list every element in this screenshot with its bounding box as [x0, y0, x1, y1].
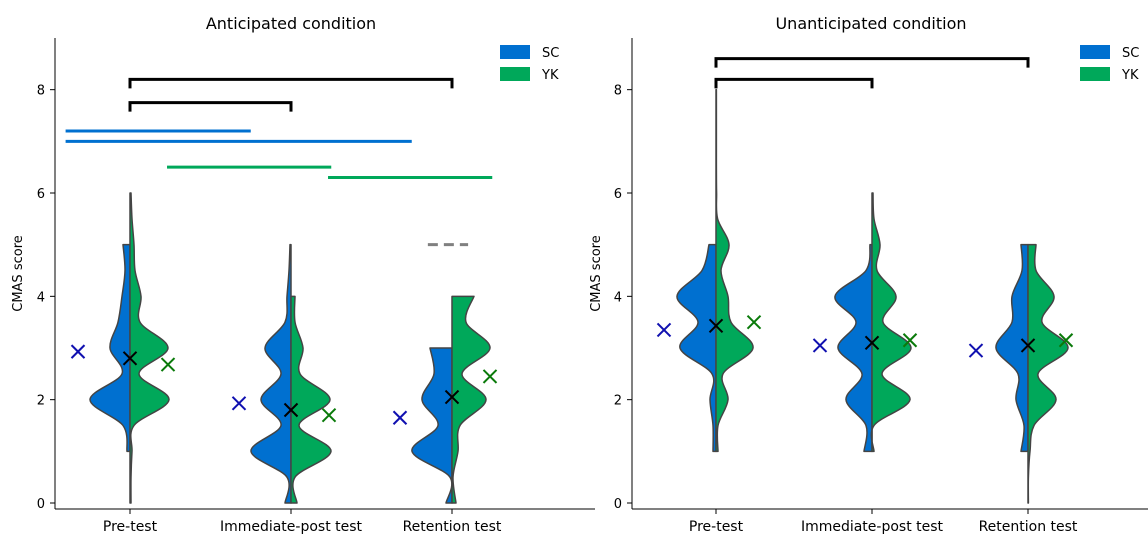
mean-marker-sc: [231, 396, 247, 411]
violin-sc-2: [995, 243, 1029, 453]
y-tick-label: 6: [614, 187, 622, 202]
mean-marker-overall: [864, 335, 880, 351]
y-tick-label: 0: [37, 497, 45, 512]
cross-stroke: [444, 389, 460, 405]
violin-yk-0: [715, 88, 754, 453]
y-tick-label: 2: [37, 394, 45, 409]
x-tick-label: Pre-test: [103, 519, 158, 534]
cross-stroke: [864, 335, 880, 351]
chart-title: Unanticipated condition: [775, 14, 966, 33]
cross-stroke: [160, 357, 176, 372]
x-tick-label: Immediate-post test: [801, 519, 944, 534]
legend-label-sc: SC: [1122, 46, 1139, 61]
x-tick-label: Retention test: [403, 519, 502, 534]
mean-marker-overall: [1020, 338, 1036, 353]
mean-marker-yk: [902, 333, 918, 348]
significance-bracket: [128, 101, 293, 112]
mean-marker-overall: [283, 402, 299, 418]
y-tick-label: 8: [37, 84, 45, 99]
mean-marker-overall: [708, 318, 724, 333]
cross-stroke: [968, 343, 984, 358]
cross-stroke: [392, 410, 408, 425]
mean-marker-sc: [968, 343, 984, 358]
x-tick-label: Retention test: [979, 519, 1078, 534]
cross-stroke: [902, 333, 918, 348]
mean-marker-overall: [122, 351, 138, 366]
legend-swatch-yk: [500, 67, 530, 81]
y-tick-label: 2: [614, 394, 622, 409]
y-tick-label: 4: [614, 290, 622, 305]
cross-stroke: [231, 396, 247, 411]
x-tick-label: Immediate-post test: [220, 519, 363, 534]
cross-stroke: [283, 402, 299, 418]
legend-swatch-sc: [1080, 45, 1110, 59]
panel-unanticipated: Unanticipated condition 0 2 4 6 8 CMAS score Pr…: [589, 14, 1148, 534]
significance-bracket: [714, 57, 1030, 68]
legend-label-yk: YK: [1121, 68, 1139, 83]
y-tick-label: 0: [614, 497, 622, 512]
mean-marker-yk: [321, 407, 337, 423]
violin-yk-0: [129, 192, 170, 504]
cross-stroke: [656, 322, 672, 338]
mean-marker-sc: [70, 344, 86, 359]
legend-swatch-sc: [500, 45, 530, 59]
cross-stroke: [812, 338, 828, 353]
violin-sc-0: [89, 243, 131, 453]
y-axis-label: CMAS score: [11, 235, 26, 312]
legend-label-sc: SC: [542, 46, 559, 61]
violin-yk-2: [1027, 243, 1069, 504]
y-tick-label: 6: [37, 187, 45, 202]
mean-marker-yk: [482, 369, 498, 384]
x-tick-label: Pre-test: [689, 519, 744, 534]
violin-sc-0: [676, 243, 717, 453]
cross-stroke: [1058, 333, 1074, 348]
legend-swatch-yk: [1080, 67, 1110, 81]
mean-marker-yk: [746, 314, 762, 330]
mean-marker-sc: [812, 338, 828, 353]
significance-bracket: [128, 77, 454, 89]
significance-bracket: [714, 77, 874, 89]
legend-label-yk: YK: [541, 68, 559, 83]
violin-sc-1: [834, 243, 873, 453]
cross-stroke: [482, 369, 498, 384]
violin-sc-1: [250, 243, 292, 504]
cross-stroke: [708, 318, 724, 333]
violin-yk-2: [451, 295, 491, 504]
panel-anticipated: Anticipated condition 0 2 4 6 8 CMAS score Pre-…: [11, 14, 595, 534]
mean-marker-overall: [444, 389, 460, 405]
cross-stroke: [746, 314, 762, 330]
y-axis-label: CMAS score: [589, 235, 604, 312]
y-tick-label: 4: [37, 290, 45, 305]
violin-yk-1: [870, 192, 912, 453]
violin-yk-1: [290, 295, 332, 504]
mean-marker-yk: [1058, 333, 1074, 348]
violin-sc-2: [411, 347, 453, 504]
cross-stroke: [1020, 338, 1036, 353]
cross-stroke: [70, 344, 86, 359]
cross-stroke: [321, 407, 337, 423]
y-tick-label: 8: [614, 84, 622, 99]
cross-stroke: [122, 351, 138, 366]
mean-marker-sc: [656, 322, 672, 338]
mean-marker-sc: [392, 410, 408, 425]
mean-marker-yk: [160, 357, 176, 372]
chart-title: Anticipated condition: [206, 14, 376, 33]
